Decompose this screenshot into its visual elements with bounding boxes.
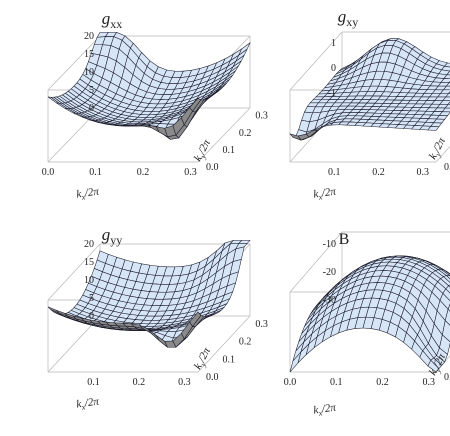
surface-mesh <box>289 255 450 373</box>
x-tick-label: 0.2 <box>372 167 385 178</box>
x-axis-label: kx/2π <box>76 395 101 412</box>
y-tick-label: 0.2 <box>239 128 252 139</box>
y-tick-label: 0.2 <box>239 337 252 348</box>
y-axis-label: ky/2π <box>427 135 450 162</box>
surface-facet <box>427 126 440 131</box>
x-tick-label: 0.0 <box>42 167 55 178</box>
surface-facet <box>189 97 202 112</box>
z-tick-label: 0 <box>331 63 336 74</box>
x-tick-label: 0.0 <box>284 377 297 388</box>
surface-plot-4: -10-20-300.00.10.20.30.00.10.20.3Bkx/2πk… <box>284 231 450 418</box>
chart-title: B <box>339 231 350 248</box>
z-tick-label: 15 <box>84 49 94 60</box>
chart-title: gyy <box>102 225 123 247</box>
surface-mesh <box>47 239 251 348</box>
x-tick-label: 0.3 <box>416 167 429 178</box>
y-tick-label: 0.1 <box>222 145 235 156</box>
z-tick-label: -20 <box>323 267 336 278</box>
x-tick-label: 0.2 <box>376 377 389 388</box>
surface-facet <box>47 306 60 314</box>
x-tick-label: 0.2 <box>137 167 150 178</box>
z-tick-label: 0 <box>89 103 94 114</box>
surface-facet <box>445 82 450 87</box>
x-tick-label: 0.1 <box>89 167 102 178</box>
z-tick-label: 0 <box>89 311 94 322</box>
surface-facet <box>446 70 450 76</box>
z-tick-label: -30 <box>323 295 336 306</box>
y-axis-label: ky/2π <box>192 345 215 372</box>
y-tick-label: 0.0 <box>206 162 219 173</box>
x-tick-label: 0.3 <box>184 167 197 178</box>
surface-facet <box>445 285 450 294</box>
z-tick-label: 20 <box>84 239 94 250</box>
z-tick-label: 15 <box>84 257 94 268</box>
x-tick-label: 0.1 <box>330 377 343 388</box>
chart-title-subscript: xy <box>346 15 358 29</box>
x-tick-label: 0.2 <box>133 377 146 388</box>
y-tick-label: 0.1 <box>222 354 235 365</box>
z-tick-label: -10 <box>323 239 336 250</box>
surface-mesh <box>289 38 450 141</box>
y-tick-label: 0.3 <box>255 111 268 122</box>
x-axis-label: kx/2π <box>313 185 338 202</box>
x-axis-label: kx/2π <box>76 185 101 202</box>
z-tick-label: -1 <box>328 88 336 99</box>
surface-facet <box>427 359 440 373</box>
surface-facet <box>444 308 450 326</box>
z-tick-label: 1 <box>331 38 336 49</box>
y-tick-label: 0.0 <box>206 372 219 383</box>
z-tick-label: 5 <box>89 85 94 96</box>
z-tick-label: 5 <box>89 293 94 304</box>
surface-facet <box>189 311 202 327</box>
z-tick-label: 20 <box>84 31 94 42</box>
y-tick-label: 0.0 <box>444 372 450 383</box>
y-tick-label: 0.3 <box>255 319 268 330</box>
x-tick-label: 0.3 <box>178 377 191 388</box>
z-tick-label: 10 <box>84 67 94 78</box>
chart-title: gxx <box>102 9 123 31</box>
x-tick-label: 0.3 <box>422 377 435 388</box>
surface-facet <box>444 104 450 109</box>
surface-facet <box>445 93 450 98</box>
surface-mesh <box>47 32 251 140</box>
y-tick-label: 0.0 <box>444 162 450 173</box>
chart-title: gxy <box>338 7 359 29</box>
y-axis-label: ky/2π <box>192 137 215 164</box>
x-tick-label: 0.1 <box>87 377 100 388</box>
x-tick-label: 0.1 <box>328 167 341 178</box>
x-axis-label: kx/2π <box>313 401 338 418</box>
chart-title-subscript: yy <box>110 233 122 247</box>
chart-title-subscript: xx <box>110 17 122 31</box>
z-tick-label: 10 <box>84 275 94 286</box>
